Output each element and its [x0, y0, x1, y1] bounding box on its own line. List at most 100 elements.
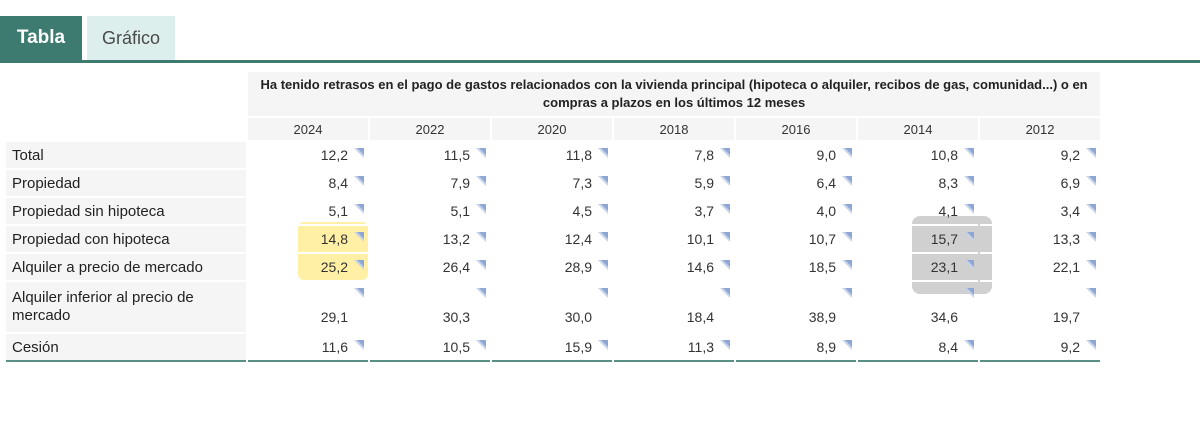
tab-tabla[interactable]: Tabla	[0, 16, 82, 60]
table-cell[interactable]: 25,2	[248, 252, 368, 280]
cell-note-corner-icon[interactable]	[354, 257, 364, 270]
table-cell[interactable]: 11,8	[492, 140, 612, 168]
table-cell[interactable]: 29,1	[248, 280, 368, 332]
cell-note-corner-icon[interactable]	[964, 201, 974, 214]
table-cell[interactable]: 7,9	[370, 168, 490, 196]
cell-note-corner-icon[interactable]	[842, 229, 852, 242]
cell-note-corner-icon[interactable]	[476, 284, 486, 298]
table-cell[interactable]: 5,1	[370, 196, 490, 224]
cell-note-corner-icon[interactable]	[720, 145, 730, 158]
table-cell[interactable]: 3,7	[614, 196, 734, 224]
cell-note-corner-icon[interactable]	[1086, 145, 1097, 158]
table-cell[interactable]: 18,4	[614, 280, 734, 332]
cell-note-corner-icon[interactable]	[842, 257, 852, 270]
cell-note-corner-icon[interactable]	[720, 173, 730, 186]
cell-note-corner-icon[interactable]	[964, 284, 974, 298]
table-cell[interactable]: 14,6	[614, 252, 734, 280]
cell-note-corner-icon[interactable]	[964, 229, 974, 242]
cell-note-corner-icon[interactable]	[1086, 284, 1097, 298]
cell-note-corner-icon[interactable]	[476, 257, 486, 270]
cell-note-corner-icon[interactable]	[1086, 173, 1097, 186]
cell-note-corner-icon[interactable]	[842, 173, 852, 186]
cell-note-corner-icon[interactable]	[354, 284, 364, 298]
table-cell[interactable]: 4,5	[492, 196, 612, 224]
table-cell[interactable]: 23,1	[858, 252, 978, 280]
cell-note-corner-icon[interactable]	[476, 229, 486, 242]
table-cell[interactable]: 8,3	[858, 168, 978, 196]
table-cell[interactable]: 6,4	[736, 168, 856, 196]
cell-note-corner-icon[interactable]	[476, 337, 486, 350]
table-cell[interactable]: 12,4	[492, 224, 612, 252]
cell-note-corner-icon[interactable]	[964, 337, 974, 350]
cell-note-corner-icon[interactable]	[354, 337, 364, 350]
table-cell[interactable]: 8,9	[736, 332, 856, 362]
cell-note-corner-icon[interactable]	[598, 257, 608, 270]
cell-note-corner-icon[interactable]	[598, 145, 608, 158]
table-cell[interactable]: 13,3	[980, 224, 1101, 252]
table-cell[interactable]: 4,1	[858, 196, 978, 224]
cell-note-corner-icon[interactable]	[354, 229, 364, 242]
cell-note-corner-icon[interactable]	[598, 173, 608, 186]
table-cell[interactable]: 7,3	[492, 168, 612, 196]
cell-note-corner-icon[interactable]	[842, 201, 852, 214]
table-cell[interactable]: 19,7	[980, 280, 1101, 332]
cell-note-corner-icon[interactable]	[1086, 337, 1097, 350]
cell-note-corner-icon[interactable]	[476, 145, 486, 158]
cell-note-corner-icon[interactable]	[1086, 257, 1097, 270]
table-cell[interactable]: 28,9	[492, 252, 612, 280]
cell-note-corner-icon[interactable]	[476, 173, 486, 186]
cell-note-corner-icon[interactable]	[720, 229, 730, 242]
cell-note-corner-icon[interactable]	[598, 284, 608, 298]
table-cell[interactable]: 3,4	[980, 196, 1101, 224]
cell-note-corner-icon[interactable]	[720, 257, 730, 270]
cell-note-corner-icon[interactable]	[842, 145, 852, 158]
table-cell[interactable]: 8,4	[858, 332, 978, 362]
cell-note-corner-icon[interactable]	[720, 337, 730, 350]
table-cell[interactable]: 34,6	[858, 280, 978, 332]
table-cell[interactable]: 10,1	[614, 224, 734, 252]
table-cell[interactable]: 9,2	[980, 332, 1101, 362]
table-cell[interactable]: 30,0	[492, 280, 612, 332]
cell-note-corner-icon[interactable]	[842, 284, 852, 298]
table-cell[interactable]: 9,2	[980, 140, 1101, 168]
cell-note-corner-icon[interactable]	[598, 229, 608, 242]
table-cell[interactable]: 5,9	[614, 168, 734, 196]
table-cell[interactable]: 7,8	[614, 140, 734, 168]
cell-note-corner-icon[interactable]	[964, 257, 974, 270]
table-cell[interactable]: 4,0	[736, 196, 856, 224]
cell-note-corner-icon[interactable]	[1086, 201, 1097, 214]
table-cell[interactable]: 11,5	[370, 140, 490, 168]
tab-grafico[interactable]: Gráfico	[87, 16, 175, 60]
table-cell[interactable]: 38,9	[736, 280, 856, 332]
table-cell[interactable]: 8,4	[248, 168, 368, 196]
table-cell[interactable]: 10,8	[858, 140, 978, 168]
cell-note-corner-icon[interactable]	[476, 201, 486, 214]
table-cell[interactable]: 26,4	[370, 252, 490, 280]
cell-note-corner-icon[interactable]	[964, 173, 974, 186]
table-cell[interactable]: 14,8	[248, 224, 368, 252]
table-cell[interactable]: 11,6	[248, 332, 368, 362]
table-cell[interactable]: 15,9	[492, 332, 612, 362]
table-cell[interactable]: 9,0	[736, 140, 856, 168]
table-cell[interactable]: 10,7	[736, 224, 856, 252]
table-cell[interactable]: 12,2	[248, 140, 368, 168]
cell-note-corner-icon[interactable]	[964, 145, 974, 158]
cell-note-corner-icon[interactable]	[720, 201, 730, 214]
table-cell[interactable]: 6,9	[980, 168, 1101, 196]
cell-note-corner-icon[interactable]	[598, 201, 608, 214]
table-cell[interactable]: 11,3	[614, 332, 734, 362]
table-cell[interactable]: 10,5	[370, 332, 490, 362]
cell-note-corner-icon[interactable]	[598, 337, 608, 350]
cell-note-corner-icon[interactable]	[354, 173, 364, 186]
table-cell[interactable]: 13,2	[370, 224, 490, 252]
table-cell[interactable]: 5,1	[248, 196, 368, 224]
table-cell[interactable]: 15,7	[858, 224, 978, 252]
cell-note-corner-icon[interactable]	[720, 284, 730, 298]
cell-note-corner-icon[interactable]	[354, 145, 364, 158]
table-cell[interactable]: 22,1	[980, 252, 1101, 280]
table-cell[interactable]: 30,3	[370, 280, 490, 332]
table-cell[interactable]: 18,5	[736, 252, 856, 280]
cell-note-corner-icon[interactable]	[842, 337, 852, 350]
cell-note-corner-icon[interactable]	[1086, 229, 1097, 242]
cell-note-corner-icon[interactable]	[354, 201, 364, 214]
